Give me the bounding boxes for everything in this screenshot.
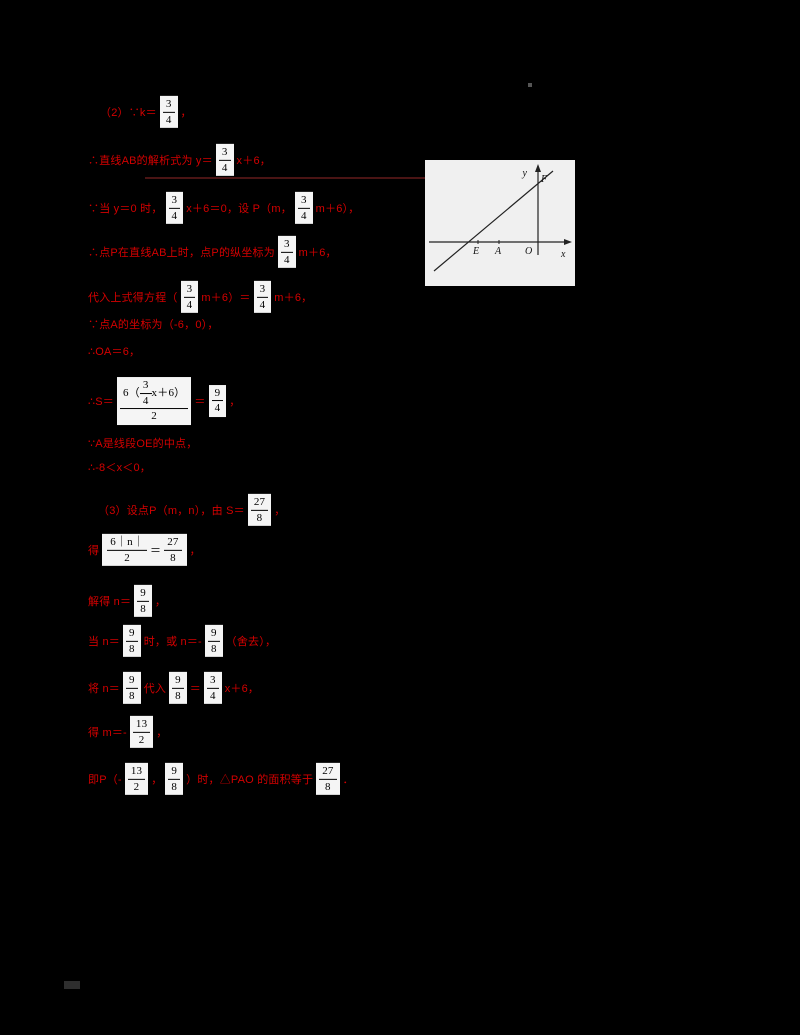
text-run: x＋6＝0，设 P（m， [186, 203, 292, 215]
origin-label: O [525, 246, 532, 257]
solution-line-17: 即P（- 13 2， 9 8 ）时，△PAO 的面积等于 27 8 ． [88, 762, 354, 796]
text-run: 得 [88, 545, 100, 557]
fraction: 13 2 [129, 715, 154, 749]
graph-svg: y x O E A F [429, 164, 572, 272]
y-axis-arrow [535, 164, 541, 172]
solution-line-6: ∵点A的坐标为（-6，0）， [88, 316, 219, 332]
text-run: 时，或 n＝- [143, 636, 202, 648]
line-EF [433, 170, 554, 272]
text-run: m＋6， [298, 247, 337, 259]
text-run: 6（ [122, 386, 140, 399]
text-run: （舍去）， [225, 636, 277, 648]
text-run: ＝ [189, 683, 201, 695]
y-axis-label: y [522, 168, 528, 179]
text-run: （2）∵k＝ [100, 107, 157, 119]
solution-line-3: ∵当 y＝0 时， 3 4 x＋6＝0，设 P（m， 3 4 m＋6）， [88, 191, 360, 225]
text-run: 解得 n＝ [88, 596, 132, 608]
text-run: 2 [151, 410, 157, 423]
text-run: ∴-8＜x＜0， [88, 462, 151, 474]
solution-line-9: ∵A是线段OE的中点， [88, 435, 197, 451]
text-run: ， [229, 395, 241, 408]
fraction: 13 2 [124, 762, 149, 796]
text-run: ∴点P在直线AB上时，点P的纵坐标为 [88, 247, 275, 259]
text-run: 即P（- [88, 774, 122, 786]
point-E-label: E [472, 246, 479, 257]
text-run: ． [342, 774, 354, 786]
solution-line-1: （2）∵k＝ 3 4， [100, 95, 192, 129]
horizontal-rule [145, 177, 428, 179]
solution-line-16: 得 m＝- 13 2， [88, 715, 168, 749]
fraction: 27 8 [164, 536, 182, 564]
text-run: ∴直线AB的解析式为 y＝ [88, 155, 213, 167]
solution-line-11: （3）设点P（m，n），由 S＝ 27 8， [98, 493, 286, 527]
compound-fraction: 6（ 3 4 x＋6） 2 [116, 377, 192, 425]
solution-line-8: ∴S＝ 6（ 3 4 x＋6） 2 ＝ 9 4， [88, 377, 240, 425]
text-run: x＋6， [224, 683, 260, 695]
solution-line-10: ∴-8＜x＜0， [88, 459, 151, 475]
text-run: ∵点A的坐标为（-6，0）， [88, 319, 219, 331]
text-run: 将 n＝ [88, 683, 120, 695]
text-run: m＋6）， [315, 203, 360, 215]
text-run: ∴OA＝6， [88, 346, 141, 358]
text-run: ）时，△PAO 的面积等于 [186, 774, 314, 786]
text-run: ＝ [150, 545, 162, 557]
solution-line-13: 解得 n＝ 9 8， [88, 584, 167, 618]
text-run: ， [156, 727, 168, 739]
coordinate-graph: y x O E A F [425, 160, 575, 286]
text-run: ， [189, 545, 201, 557]
text-run: ∵A是线段OE的中点， [88, 438, 198, 450]
text-run: 代入上式得方程（ [88, 292, 178, 304]
text-run: x＋6） [151, 386, 186, 399]
text-run: ∴S＝ [88, 395, 114, 408]
solution-line-14: 当 n＝ 9 8 时，或 n＝- 9 8 （舍去）， [88, 624, 277, 658]
text-run: 当 n＝ [88, 636, 120, 648]
fraction: 27 8 [316, 762, 340, 796]
text-run: ， [151, 774, 163, 786]
text-run: ， [274, 505, 286, 517]
text-run: ＝ [194, 395, 206, 408]
text-run: （3）设点P（m，n），由 S＝ [98, 505, 245, 517]
solution-line-7: ∴OA＝6， [88, 343, 140, 359]
x-axis-label: x [560, 249, 566, 260]
text-run: x＋6， [236, 155, 271, 167]
text-run: 得 m＝- [88, 727, 127, 739]
fraction: 6｜n｜ 2 [107, 536, 148, 564]
text-run: ， [154, 596, 167, 608]
page-artifact-top [528, 83, 532, 87]
point-A-label: A [494, 246, 502, 257]
solution-line-15: 将 n＝ 9 8 代入 9 8 ＝ 3 4 x＋6， [88, 671, 260, 705]
text-run: ， [180, 107, 192, 119]
text-run: 代入 [143, 683, 167, 695]
page-artifact-bottom [64, 981, 80, 989]
solution-line-2: ∴直线AB的解析式为 y＝ 3 4 x＋6， [88, 143, 271, 177]
point-F-label: F [540, 174, 548, 185]
equation-box: 6｜n｜ 2 ＝ 27 8 [102, 533, 187, 567]
text-run: m＋6， [274, 292, 313, 304]
solution-line-4: ∴点P在直线AB上时，点P的纵坐标为 3 4 m＋6， [88, 235, 337, 269]
text-run: m＋6）＝ [201, 292, 251, 304]
text-run: ∵当 y＝0 时， [88, 203, 163, 215]
solution-line-12: 得 6｜n｜ 2 ＝ 27 8， [88, 533, 201, 567]
solution-line-5: 代入上式得方程（ 3 4 m＋6）＝ 3 4 m＋6， [88, 280, 313, 314]
x-axis-arrow [564, 239, 572, 245]
fraction: 27 8 [247, 493, 272, 527]
